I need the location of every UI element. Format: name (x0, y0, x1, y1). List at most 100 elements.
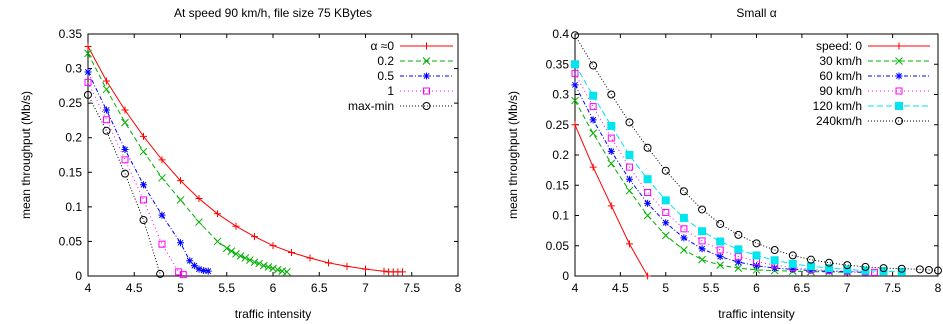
data-point (325, 259, 332, 267)
series-1 (84, 42, 406, 276)
data-point (806, 262, 815, 271)
x-tick-label: 8 (455, 281, 462, 295)
y-tick-label: 0.15 (546, 178, 570, 192)
data-point (625, 118, 634, 127)
data-point (734, 245, 743, 254)
data-point (934, 266, 942, 275)
legend-marker (422, 57, 431, 65)
x-tick-label: 8 (935, 281, 942, 295)
data-point (661, 231, 670, 240)
data-point (200, 266, 208, 274)
data-point (195, 218, 203, 226)
data-point (283, 267, 291, 276)
data-point (679, 187, 688, 196)
chart-title: Small α (736, 6, 776, 20)
legend-marker (895, 57, 903, 65)
data-point (84, 42, 92, 50)
data-point (179, 271, 187, 279)
x-tick-label: 6.5 (311, 281, 328, 295)
data-point (121, 169, 129, 178)
data-point (661, 166, 670, 175)
legend-marker (423, 72, 430, 80)
data-point (716, 246, 724, 254)
y-tick-label: 0.25 (546, 118, 570, 132)
data-point (103, 106, 110, 114)
data-point (679, 213, 688, 222)
data-point (177, 239, 184, 247)
legend-marker (895, 87, 903, 95)
data-point (789, 265, 797, 273)
data-point (680, 225, 688, 233)
data-point (158, 240, 166, 248)
data-point (380, 267, 388, 275)
data-point (288, 248, 295, 256)
data-point (734, 264, 743, 272)
data-point (251, 233, 258, 241)
data-point (734, 230, 743, 239)
data-point (734, 258, 742, 266)
data-point (807, 267, 815, 275)
chart-panel-1: At speed 90 km/h, file size 75 KBytes 4 4.… (19, 6, 462, 321)
data-point (698, 227, 707, 236)
x-tick-label: 5 (177, 281, 184, 295)
legend-label: α ≈0 (370, 39, 394, 53)
data-point (121, 118, 129, 127)
data-point (227, 247, 236, 255)
data-point (571, 60, 579, 69)
data-point (589, 163, 597, 171)
data-point (607, 202, 615, 210)
x-tick-label: 5.5 (218, 281, 235, 295)
y-tick-label: 0.15 (59, 165, 83, 179)
data-point (680, 246, 688, 254)
data-point (788, 251, 797, 260)
legend-marker (423, 87, 430, 95)
data-point (121, 106, 129, 114)
legend-label: 0.2 (377, 54, 394, 68)
data-point (644, 199, 652, 207)
legend-label: 1 (387, 84, 394, 98)
data-point (140, 132, 147, 140)
data-point (84, 49, 92, 58)
data-point (139, 147, 148, 156)
data-point (625, 151, 634, 159)
data-point (643, 143, 652, 152)
data-point (716, 261, 725, 269)
y-tick-label: 0.1 (65, 200, 82, 214)
data-point (195, 265, 203, 273)
data-point (343, 262, 351, 270)
data-point (607, 159, 616, 168)
y-tick-label: 0.05 (59, 234, 83, 248)
data-point (589, 61, 598, 70)
legend-label: 240km/h (816, 114, 862, 128)
data-point (139, 215, 148, 224)
y-tick-label: 0 (75, 269, 82, 283)
data-point (259, 261, 268, 270)
data-point (753, 262, 760, 270)
series-line (87, 82, 184, 276)
data-point (186, 257, 194, 265)
data-point (752, 239, 761, 248)
legend-label: 0.5 (377, 69, 394, 83)
data-point (625, 186, 634, 195)
data-point (698, 237, 706, 245)
data-point (861, 262, 870, 271)
data-point (589, 129, 598, 138)
data-point (698, 205, 707, 214)
data-point (232, 222, 240, 230)
y-axis-label: mean throughput (Mb/s) (19, 91, 33, 219)
legend-marker (895, 72, 903, 80)
data-point (571, 121, 579, 129)
data-point (158, 173, 166, 182)
y-tick-label: 0.35 (546, 57, 570, 71)
data-point (103, 77, 110, 85)
data-point (177, 177, 184, 185)
x-tick-label: 4 (85, 281, 92, 295)
data-point (625, 240, 633, 248)
data-point (680, 234, 688, 242)
data-point (625, 175, 633, 183)
data-point (870, 268, 878, 276)
series-line (87, 71, 209, 272)
data-point (843, 261, 852, 270)
legend-label: 30 km/h (819, 54, 862, 68)
data-point (716, 237, 725, 246)
